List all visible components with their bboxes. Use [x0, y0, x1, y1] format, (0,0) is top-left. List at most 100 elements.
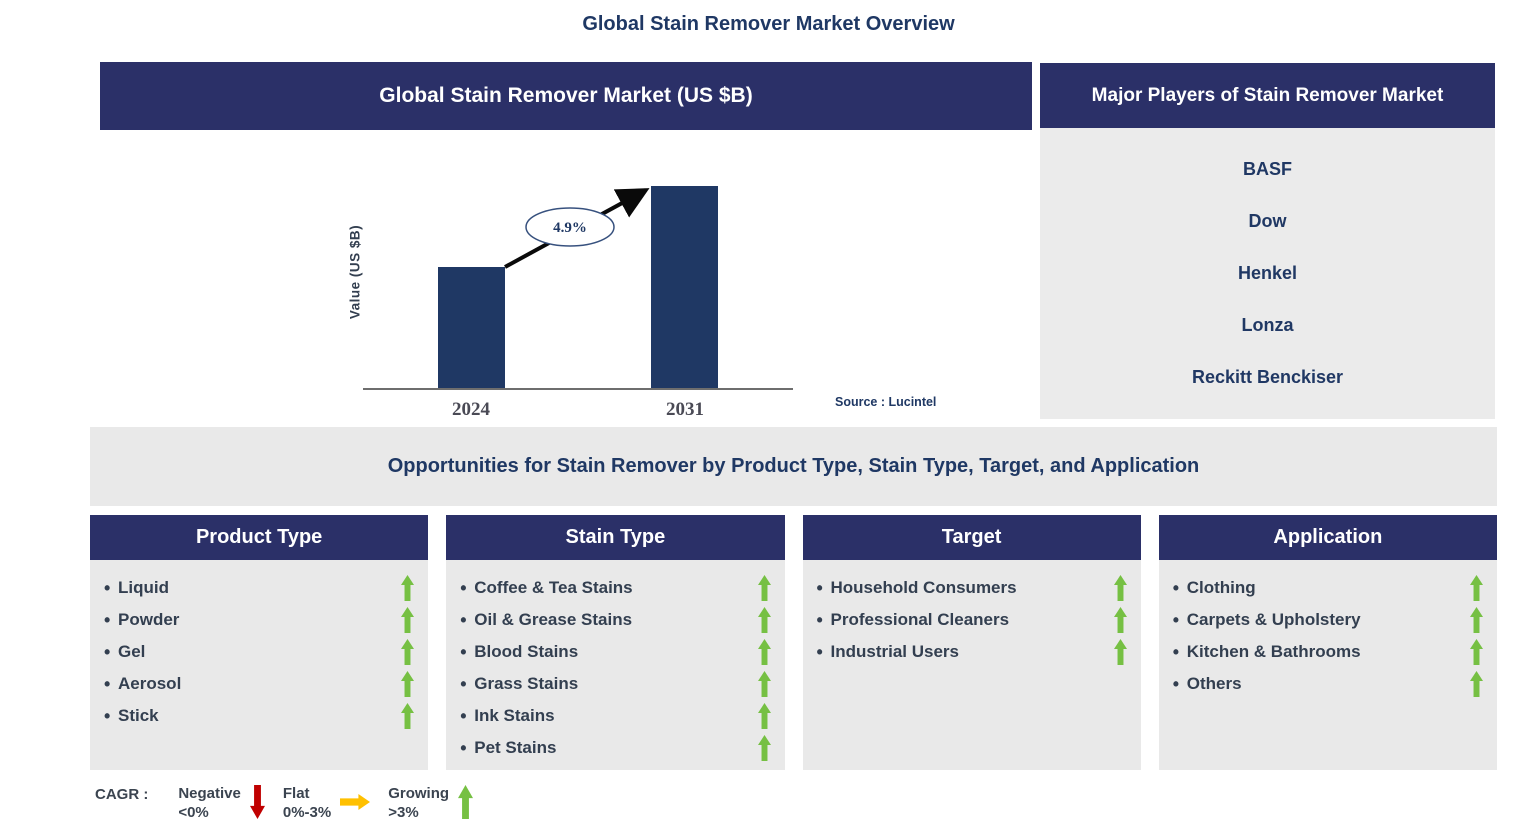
column-header: Application — [1158, 515, 1497, 560]
legend-entry-growing: Growing >3% — [388, 784, 474, 822]
item-label: Kitchen & Bathrooms — [1186, 642, 1361, 661]
growing-arrow-icon — [1113, 607, 1127, 633]
item-label: Others — [1186, 674, 1242, 693]
bullet-icon: • — [460, 641, 467, 662]
segment-columns: Product Type • Liquid • Powder • Gel — [90, 515, 1497, 770]
legend-entry-range: >3% — [388, 804, 419, 821]
list-item: • Gel — [104, 636, 415, 668]
growing-arrow-icon — [458, 785, 474, 819]
legend-title: CAGR : — [95, 786, 149, 803]
cagr-ellipse — [525, 207, 615, 247]
list-item: • Blood Stains — [460, 636, 771, 668]
player-name: Dow — [1248, 211, 1287, 232]
list-item: • Pet Stains — [460, 732, 771, 764]
legend-entry-text: Negative <0% — [178, 784, 241, 822]
players-list: BASF Dow Henkel Lonza Reckitt Benckiser — [1040, 128, 1495, 419]
bullet-icon: • — [460, 673, 467, 694]
item-label: Grass Stains — [474, 674, 579, 693]
item-label: Powder — [118, 610, 180, 629]
bullet-icon: • — [460, 609, 467, 630]
column-header: Target — [802, 515, 1141, 560]
growing-arrow-icon — [401, 703, 415, 729]
player-name: Lonza — [1241, 314, 1294, 335]
flat-arrow-icon — [340, 794, 371, 810]
bullet-icon: • — [104, 705, 111, 726]
growing-arrow-icon — [401, 575, 415, 601]
item-label: Oil & Grease Stains — [474, 610, 633, 629]
growing-arrow-icon — [1470, 639, 1483, 665]
player-name: BASF — [1243, 159, 1292, 180]
bullet-icon: • — [460, 577, 467, 598]
negative-arrow-icon — [249, 785, 265, 819]
bullet-icon: • — [104, 577, 111, 598]
player-name: Reckitt Benckiser — [1191, 366, 1344, 387]
list-item: • Liquid — [104, 572, 415, 604]
list-item: • Others — [1173, 668, 1483, 700]
item-label: Clothing — [1186, 578, 1256, 597]
bullet-icon: • — [1172, 641, 1180, 662]
item-label: Blood Stains — [474, 642, 579, 661]
list-item: • Kitchen & Bathrooms — [1173, 636, 1483, 668]
chart-y-axis-label: Value (US $B) — [347, 224, 363, 320]
item-label: Aerosol — [118, 674, 182, 693]
list-item: • Industrial Users — [817, 636, 1127, 668]
column-header: Product Type — [90, 515, 429, 560]
legend-entry-range: 0%-3% — [282, 804, 332, 821]
bullet-icon: • — [816, 577, 823, 598]
list-item: • Stick — [104, 700, 415, 732]
column-header: Stain Type — [446, 515, 785, 560]
item-label: Professional Cleaners — [830, 610, 1010, 629]
bullet-icon: • — [816, 641, 823, 662]
legend-entry-name: Growing — [388, 785, 450, 802]
item-label: Industrial Users — [830, 642, 960, 661]
growth-arrow-icon — [504, 188, 650, 269]
bullet-icon: • — [1172, 609, 1180, 630]
item-label: Carpets & Upholstery — [1186, 610, 1361, 629]
column-header-label: Target — [941, 526, 1002, 548]
bullet-icon: • — [816, 609, 823, 630]
list-item: • Household Consumers — [817, 572, 1127, 604]
legend-entry-flat: Flat 0%-3% — [283, 784, 371, 822]
growing-arrow-icon — [757, 671, 771, 697]
item-label: Coffee & Tea Stains — [474, 578, 633, 597]
bar-2031 — [651, 186, 718, 388]
item-label: Gel — [118, 642, 146, 661]
growing-arrow-icon — [757, 607, 771, 633]
list-item: • Powder — [104, 604, 415, 636]
column-body: • Liquid • Powder • Gel • Aerosol — [90, 560, 429, 770]
legend-entry-text: Growing >3% — [388, 784, 449, 822]
legend-entry-negative: Negative <0% — [178, 784, 265, 822]
cagr-legend: CAGR : Negative <0% Flat 0%-3% Growing >… — [95, 784, 491, 822]
growing-arrow-icon — [1470, 607, 1483, 633]
bullet-icon: • — [460, 705, 467, 726]
opportunities-title: Opportunities for Stain Remover by Produ… — [387, 455, 1200, 477]
bullet-icon: • — [104, 609, 111, 630]
column-stain-type: Stain Type • Coffee & Tea Stains • Oil &… — [446, 515, 785, 770]
column-body: • Household Consumers • Professional Cle… — [802, 560, 1141, 770]
list-item: • Carpets & Upholstery — [1173, 604, 1483, 636]
item-label: Pet Stains — [474, 738, 557, 757]
list-item: • Grass Stains — [460, 668, 771, 700]
list-item: • Oil & Grease Stains — [460, 604, 771, 636]
bullet-icon: • — [460, 737, 467, 758]
column-body: • Clothing • Carpets & Upholstery • Kitc… — [1158, 560, 1497, 770]
bar-2024 — [438, 267, 505, 388]
market-panel-header: Global Stain Remover Market (US $B) — [100, 62, 1032, 130]
list-item: • Professional Cleaners — [817, 604, 1127, 636]
legend-entry-text: Flat 0%-3% — [283, 784, 331, 822]
column-application: Application • Clothing • Carpets & Uphol… — [1158, 515, 1497, 770]
list-item: • Clothing — [1173, 572, 1483, 604]
growing-arrow-icon — [401, 639, 415, 665]
players-panel-header: Major Players of Stain Remover Market — [1040, 63, 1495, 128]
legend-entry-range: <0% — [178, 804, 209, 821]
growing-arrow-icon — [757, 575, 771, 601]
growing-arrow-icon — [1470, 575, 1483, 601]
opportunities-banner: Opportunities for Stain Remover by Produ… — [90, 427, 1497, 506]
bullet-icon: • — [1172, 673, 1180, 694]
item-label: Household Consumers — [830, 578, 1017, 597]
growing-arrow-icon — [1113, 575, 1127, 601]
growing-arrow-icon — [757, 735, 771, 761]
x-tick-2031: 2031 — [666, 399, 704, 420]
x-tick-2024: 2024 — [452, 399, 490, 420]
